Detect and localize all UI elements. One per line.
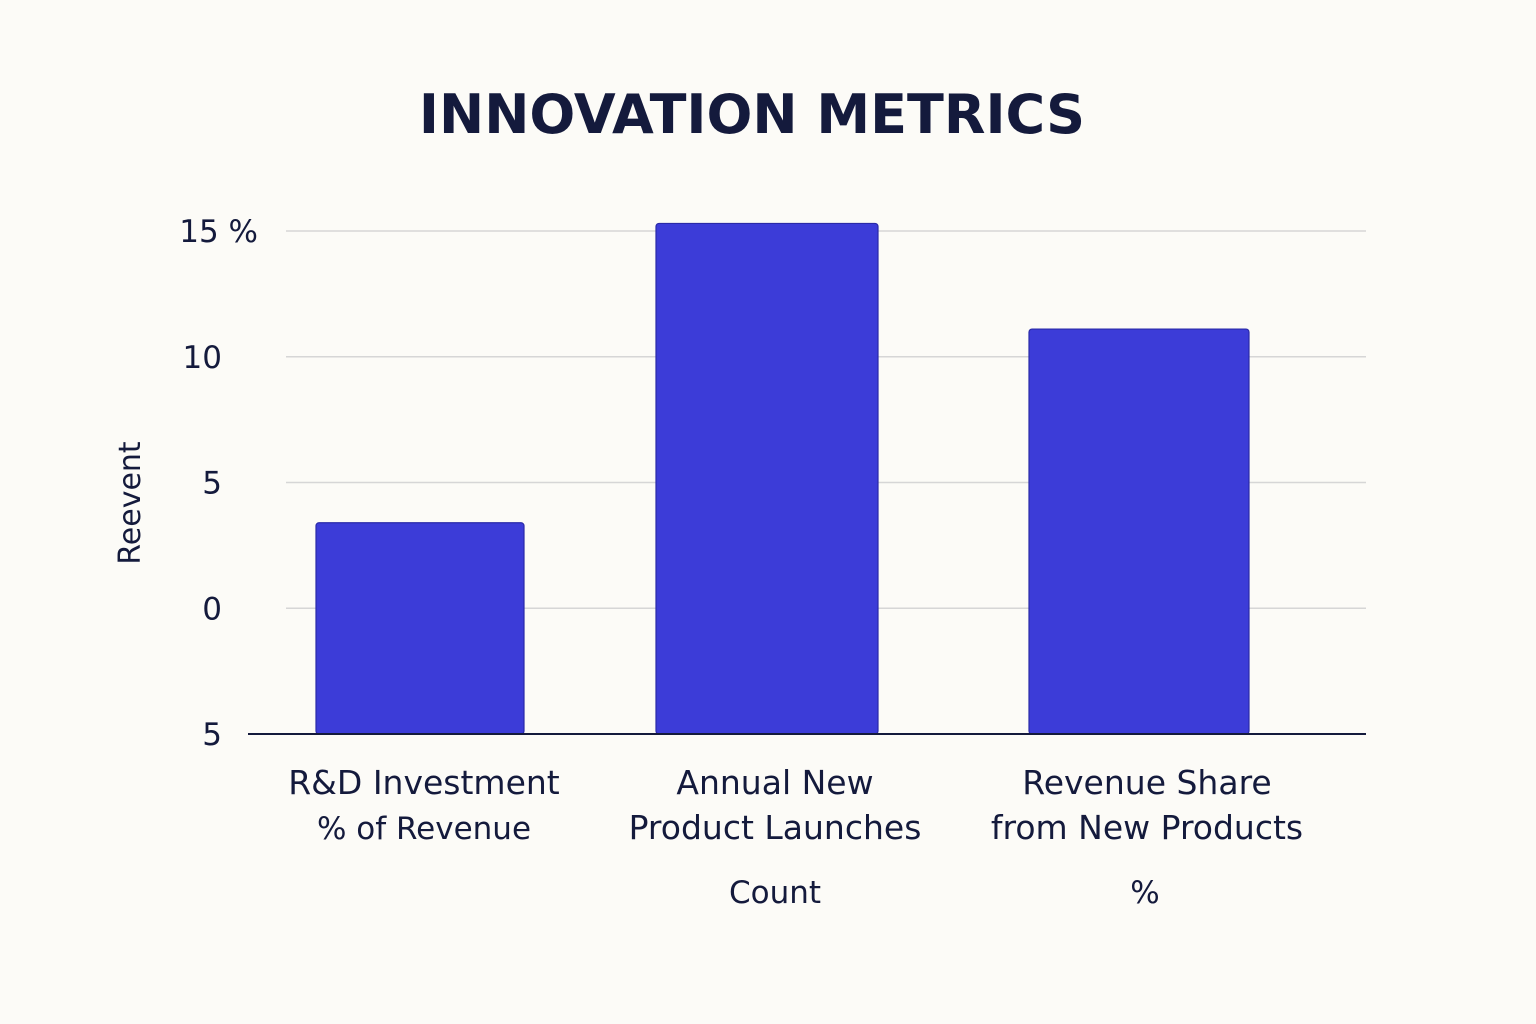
category-label: Product Launches (629, 808, 922, 847)
bar (1028, 328, 1250, 735)
category-label: from New Products (991, 808, 1303, 847)
y-tick-label: 10 (183, 340, 222, 376)
category-label: Annual New (676, 763, 873, 802)
category-unit-label: Count (729, 875, 821, 911)
bar (655, 222, 879, 735)
chart-title: INNOVATION METRICS (419, 83, 1085, 146)
category-label: R&D Investment (288, 763, 560, 802)
bars (315, 222, 1250, 735)
y-tick-labels: 15 % 10 5 0 5 (179, 214, 258, 753)
bar (315, 522, 525, 735)
category-label: Revenue Share (1022, 763, 1271, 802)
category-unit-label: % (1130, 875, 1159, 911)
y-tick-label: 5 (202, 466, 222, 502)
y-tick-label: 5 (202, 717, 222, 753)
y-tick-label: 15 % (179, 214, 258, 250)
category-labels: R&D Investment % of Revenue Annual New Prod… (288, 763, 1303, 911)
y-tick-label: 0 (202, 591, 222, 627)
y-axis-label: Reevent (113, 441, 148, 565)
category-label: % of Revenue (317, 811, 531, 847)
